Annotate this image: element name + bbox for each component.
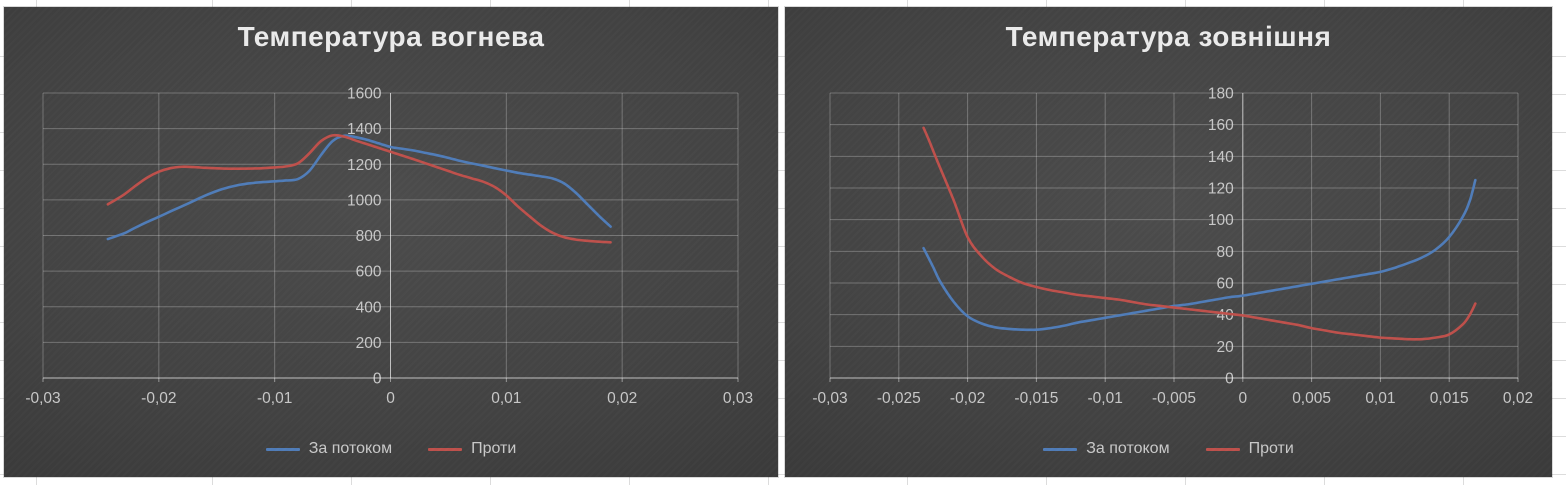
x-tick-label: -0,01 <box>1088 390 1123 407</box>
chart-title: Температура зовнішня <box>1005 21 1332 52</box>
x-tick-label: -0,01 <box>257 390 292 407</box>
chart-title: Температура вогнева <box>237 21 545 52</box>
series-line <box>106 133 612 244</box>
x-tick-label: -0,015 <box>1014 390 1058 407</box>
legend-label: За потоком <box>308 440 393 457</box>
y-tick-label: 40 <box>1217 307 1235 324</box>
legend-label: Проти <box>471 440 517 457</box>
y-tick-label: 140 <box>1208 149 1234 166</box>
chart-fire-temperature[interactable]: Температура вогнева 0 200 400 600 800 1000 120… <box>4 7 778 477</box>
y-tick-label: 20 <box>1217 339 1235 356</box>
series-line <box>922 178 1477 332</box>
y-tick-label: 1200 <box>347 157 382 174</box>
blue-line-swatch <box>1043 447 1078 451</box>
legend-item-za-potokom[interactable]: За потоком <box>265 440 393 458</box>
x-tick-label: 0,02 <box>1503 390 1533 407</box>
series-line <box>106 134 612 241</box>
x-tick-label: -0,03 <box>812 390 847 407</box>
legend-item-proty[interactable]: Проти <box>428 440 516 458</box>
x-tick-label: -0,025 <box>877 390 921 407</box>
x-tick-label: 0,005 <box>1292 390 1331 407</box>
y-tick-label: 200 <box>356 335 382 352</box>
legend-label: Проти <box>1248 440 1294 457</box>
y-tick-label: 160 <box>1208 117 1234 134</box>
y-tick-label: 600 <box>356 264 382 281</box>
y-tick-label: 1000 <box>347 192 382 209</box>
x-tick-label: 0,03 <box>723 390 753 407</box>
y-tick-label: 80 <box>1217 244 1235 261</box>
blue-line-swatch <box>265 447 300 451</box>
x-tick-label: 0,01 <box>1365 390 1395 407</box>
x-tick-label: 0,01 <box>491 390 521 407</box>
y-tick-label: 180 <box>1208 86 1234 103</box>
x-tick-label: 0,02 <box>607 390 637 407</box>
y-tick-label: 1600 <box>347 86 382 103</box>
legend: За потоком Проти <box>785 440 1552 458</box>
series-line <box>922 126 1477 341</box>
plot-svg: 0 200 400 600 800 1000 1200 1400 1600 -0,03 -0,02 -… <box>25 86 753 408</box>
plot-area: 0 200 400 600 800 1000 1200 1400 1600 -0,03 -0,02 -… <box>4 7 778 477</box>
legend: За потоком Проти <box>4 440 778 458</box>
y-tick-label: 100 <box>1208 212 1234 229</box>
x-tick-label: 0 <box>1238 390 1247 407</box>
x-tick-label: -0,005 <box>1152 390 1196 407</box>
y-tick-label: 0 <box>373 371 382 388</box>
y-tick-label: 60 <box>1217 276 1235 293</box>
y-tick-label: 400 <box>356 299 382 316</box>
legend-item-proty[interactable]: Проти <box>1205 440 1294 458</box>
x-tick-label: 0,015 <box>1430 390 1469 407</box>
chart-external-temperature[interactable]: Температура зовнішня 0 20 40 60 80 100 120 140 1… <box>785 7 1552 477</box>
x-tick-label: -0,02 <box>141 390 176 407</box>
red-line-swatch <box>428 447 463 451</box>
x-tick-label: -0,03 <box>25 390 60 407</box>
plot-svg: 0 20 40 60 80 100 120 140 160 180 -0,03 -0,025 -0,02… <box>812 86 1533 408</box>
x-tick-label: 0 <box>386 390 395 407</box>
plot-area: 0 20 40 60 80 100 120 140 160 180 -0,03 -0,025 -0,02… <box>785 7 1552 477</box>
x-tick-label: -0,02 <box>950 390 985 407</box>
legend-label: За потоком <box>1086 440 1170 457</box>
legend-item-za-potokom[interactable]: За потоком <box>1043 440 1170 458</box>
y-tick-label: 800 <box>356 228 382 245</box>
y-tick-label: 0 <box>1225 371 1234 388</box>
red-line-swatch <box>1205 447 1240 451</box>
y-tick-label: 1400 <box>347 121 382 138</box>
y-tick-label: 120 <box>1208 181 1234 198</box>
